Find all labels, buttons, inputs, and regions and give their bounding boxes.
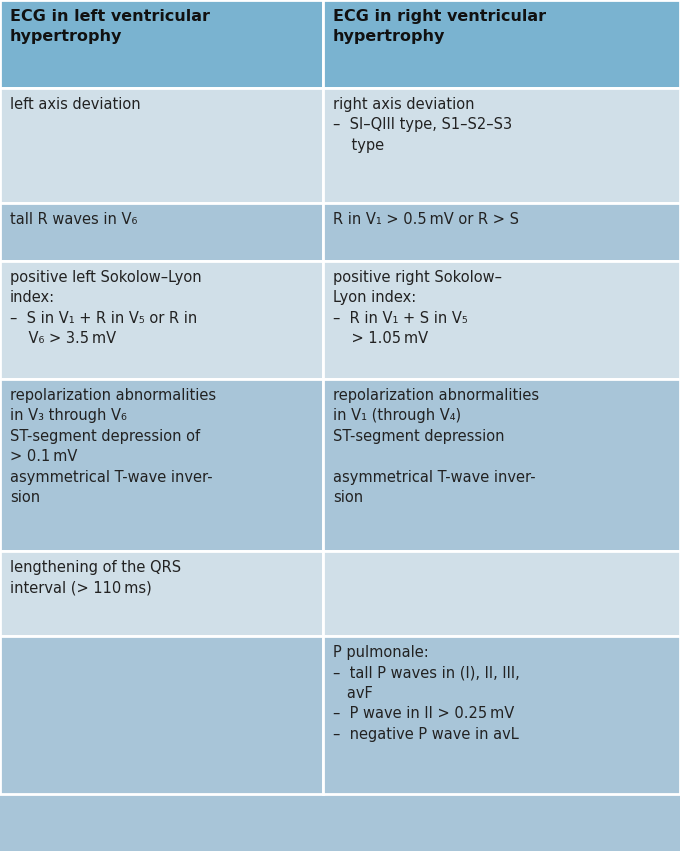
Text: right axis deviation
–  SI–QIII type, S1–S2–S3
    type: right axis deviation – SI–QIII type, S1–… [333, 97, 512, 153]
Text: repolarization abnormalities
in V₃ through V₆
ST-segment depression of
> 0.1 mV
: repolarization abnormalities in V₃ throu… [10, 388, 216, 505]
Bar [323, 88, 680, 203]
Text: tall R waves in V₆: tall R waves in V₆ [10, 212, 137, 227]
Text: lengthening of the QRS
interval (> 110 ms): lengthening of the QRS interval (> 110 m… [10, 560, 181, 596]
Bar [323, 636, 680, 794]
Bar [0, 379, 323, 551]
Text: repolarization abnormalities
in V₁ (through V₄)
ST-segment depression

asymmetri: repolarization abnormalities in V₁ (thro… [333, 388, 539, 505]
Text: R in V₁ > 0.5 mV or R > S: R in V₁ > 0.5 mV or R > S [333, 212, 519, 227]
Bar [0, 551, 323, 636]
Bar [0, 203, 323, 261]
Text: positive right Sokolow–
Lyon index:
–  R in V₁ + S in V₅
    > 1.05 mV: positive right Sokolow– Lyon index: – R … [333, 270, 502, 346]
Bar [323, 551, 680, 636]
Bar [323, 0, 680, 88]
Text: ECG in left ventricular
hypertrophy: ECG in left ventricular hypertrophy [10, 9, 210, 44]
Bar [0, 261, 323, 379]
Bar [0, 636, 323, 794]
Text: ECG in right ventricular
hypertrophy: ECG in right ventricular hypertrophy [333, 9, 546, 44]
Bar [323, 379, 680, 551]
Bar [0, 88, 323, 203]
Text: positive left Sokolow–Lyon
index:
–  S in V₁ + R in V₅ or R in
    V₆ > 3.5 mV: positive left Sokolow–Lyon index: – S in… [10, 270, 202, 346]
Bar [323, 203, 680, 261]
Text: P pulmonale:
–  tall P waves in (I), II, III,
   avF
–  P wave in II > 0.25 mV
–: P pulmonale: – tall P waves in (I), II, … [333, 645, 520, 741]
Bar [323, 261, 680, 379]
Text: left axis deviation: left axis deviation [10, 97, 141, 112]
Bar [0, 0, 323, 88]
